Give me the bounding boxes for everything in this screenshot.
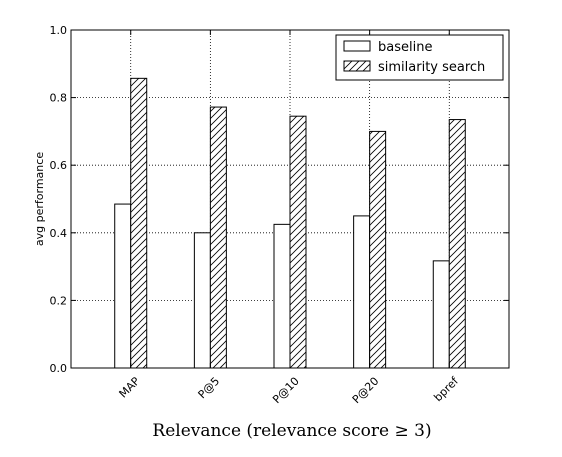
- bar-baseline-P20: [353, 215, 371, 369]
- bar-baseline-bpref: [432, 260, 450, 369]
- x-tick-label: P@5: [196, 375, 223, 402]
- bar-similarity-search-MAP: [130, 77, 148, 369]
- x-tick-label: P@10: [270, 375, 302, 407]
- bar-baseline-MAP: [114, 203, 132, 369]
- bar-similarity-search-P20: [369, 130, 387, 369]
- bar-similarity-search-bpref: [448, 119, 466, 369]
- x-axis-label: Relevance (relevance score ≥ 3): [152, 421, 431, 441]
- y-tick-label: 0.2: [50, 294, 68, 307]
- bar-baseline-P5: [193, 232, 211, 369]
- x-tick-label: MAP: [117, 374, 143, 400]
- bar-baseline-P10: [273, 223, 291, 369]
- legend: baseline similarity search: [335, 34, 504, 81]
- legend-entry-similarity-search: similarity search: [378, 60, 485, 75]
- x-tick-label: bpref: [431, 374, 461, 404]
- legend-swatch-baseline: [343, 40, 371, 52]
- y-tick-label: 0.4: [50, 227, 68, 240]
- bar-similarity-search-P10: [289, 115, 307, 369]
- bars: [114, 77, 466, 369]
- legend-swatch-similarity-search: [343, 60, 371, 72]
- bar-similarity-search-P5: [209, 106, 227, 369]
- y-tick-label: 1.0: [50, 24, 68, 37]
- y-axis-label: avg performance: [33, 152, 46, 246]
- y-tick-label: 0.8: [50, 92, 68, 105]
- x-tick-label: P@20: [350, 375, 382, 407]
- y-tick-label: 0.6: [50, 159, 68, 172]
- y-tick-label: 0.0: [50, 362, 68, 375]
- legend-entry-baseline: baseline: [378, 40, 432, 55]
